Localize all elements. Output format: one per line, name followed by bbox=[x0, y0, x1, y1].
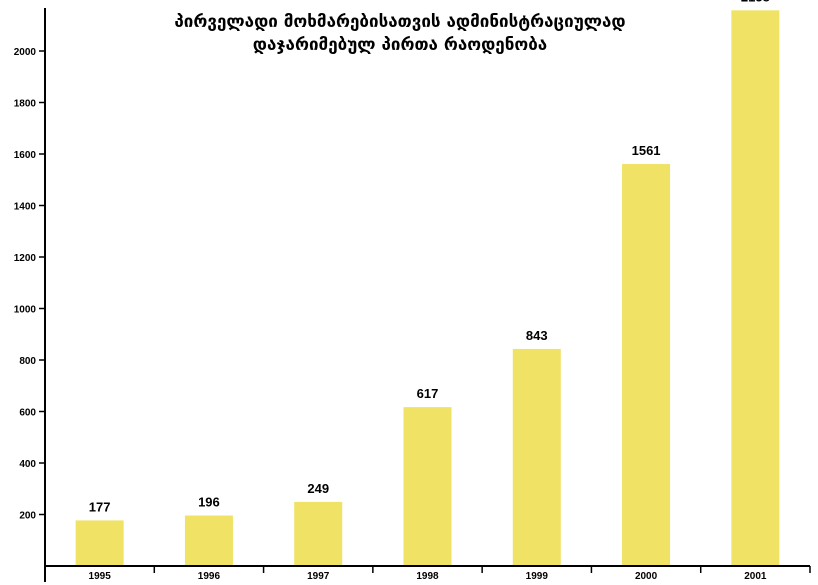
bar-2001 bbox=[731, 10, 780, 566]
x-tick-label-1996: 1996 bbox=[198, 571, 221, 582]
bar-1996 bbox=[184, 515, 233, 566]
y-tick-label: 1000 bbox=[14, 305, 37, 316]
data-label-2001: 2158 bbox=[741, 0, 770, 4]
chart-title-line-1: პირველადი მოხმარებისათვის ადმინისტრაციულ… bbox=[174, 12, 625, 32]
y-tick-label: 600 bbox=[19, 408, 36, 419]
bar-1999 bbox=[512, 348, 561, 566]
bar-1995 bbox=[75, 520, 124, 566]
bar-1998 bbox=[403, 407, 452, 566]
data-label-1995: 177 bbox=[89, 499, 111, 514]
x-tick-label-1997: 1997 bbox=[307, 571, 330, 582]
bar-1997 bbox=[294, 501, 343, 566]
y-tick-label: 2000 bbox=[14, 47, 37, 58]
bar-2000 bbox=[622, 164, 671, 567]
x-tick-label-1998: 1998 bbox=[416, 571, 439, 582]
y-tick-label: 1200 bbox=[14, 253, 37, 264]
data-label-1996: 196 bbox=[198, 495, 220, 510]
y-axis-ticks: 200 400 600 800 1000 1200 1400 1600 1800 2000 bbox=[14, 47, 45, 522]
x-tick-label-2001: 2001 bbox=[744, 571, 767, 582]
x-tick-label-2000: 2000 bbox=[635, 571, 658, 582]
data-label-1999: 843 bbox=[526, 328, 548, 343]
y-tick-label: 800 bbox=[19, 356, 36, 367]
x-axis-ticks: 1995 1996 1997 1998 1999 2000 2001 bbox=[89, 566, 811, 582]
y-tick-label: 1400 bbox=[14, 202, 37, 213]
y-tick-label: 1800 bbox=[14, 99, 37, 110]
data-label-1998: 617 bbox=[417, 386, 439, 401]
data-label-2000: 1561 bbox=[632, 143, 661, 158]
data-label-1997: 249 bbox=[307, 481, 329, 496]
x-tick-label-1999: 1999 bbox=[526, 571, 549, 582]
y-tick-label: 1600 bbox=[14, 150, 37, 161]
chart-title-line-2: დაჯარიმებულ პირთა რაოდენობა bbox=[253, 35, 547, 55]
x-tick-label-1995: 1995 bbox=[89, 571, 112, 582]
bars-group: 177 196 249 617 843 1561 2158 bbox=[75, 0, 780, 567]
y-tick-label: 200 bbox=[19, 511, 36, 522]
y-tick-label: 400 bbox=[19, 459, 36, 470]
